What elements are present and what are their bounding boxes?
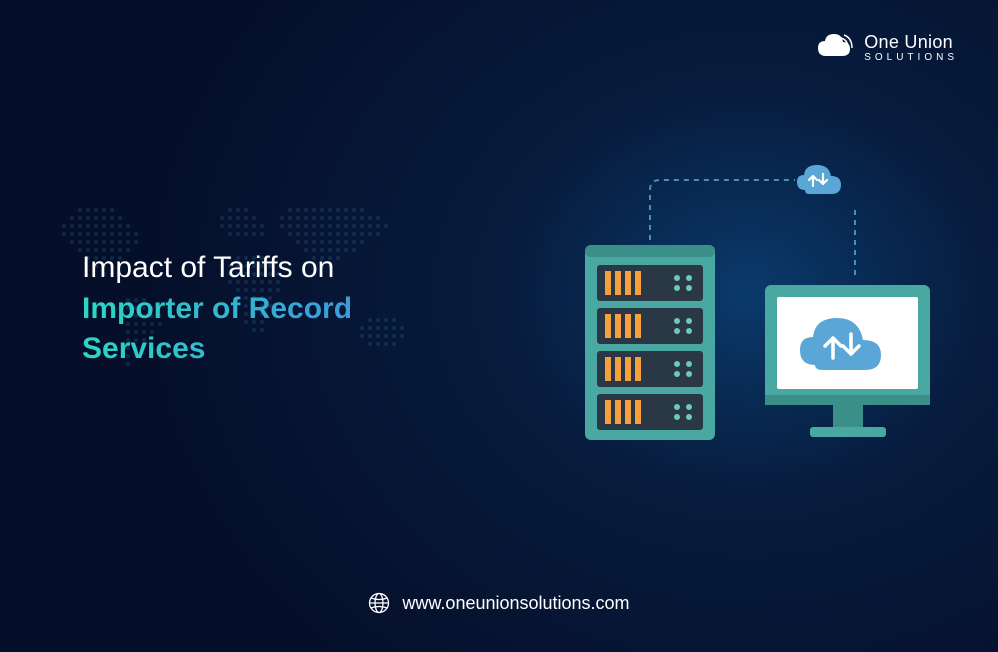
brand-subtitle: SOLUTIONS <box>864 52 958 63</box>
footer-url: www.oneunionsolutions.com <box>402 593 629 614</box>
headline-line2a: Importer of Record <box>82 289 482 330</box>
headline-line2b: Services <box>82 329 482 370</box>
server-rack <box>585 245 715 440</box>
brand-logo: One Union SOLUTIONS <box>814 28 958 68</box>
brand-name: One Union <box>864 33 958 53</box>
server-cloud-illustration <box>555 150 935 470</box>
cloud-icon <box>797 165 841 194</box>
globe-icon <box>368 592 390 614</box>
monitor <box>765 285 930 437</box>
headline-line1: Impact of Tariffs on <box>82 248 482 289</box>
footer: www.oneunionsolutions.com <box>0 592 998 614</box>
brand-text: One Union SOLUTIONS <box>864 33 958 64</box>
headline: Impact of Tariffs on Importer of Record … <box>82 248 482 370</box>
cloud-logo-icon <box>814 28 854 68</box>
connector-line <box>650 180 795 250</box>
